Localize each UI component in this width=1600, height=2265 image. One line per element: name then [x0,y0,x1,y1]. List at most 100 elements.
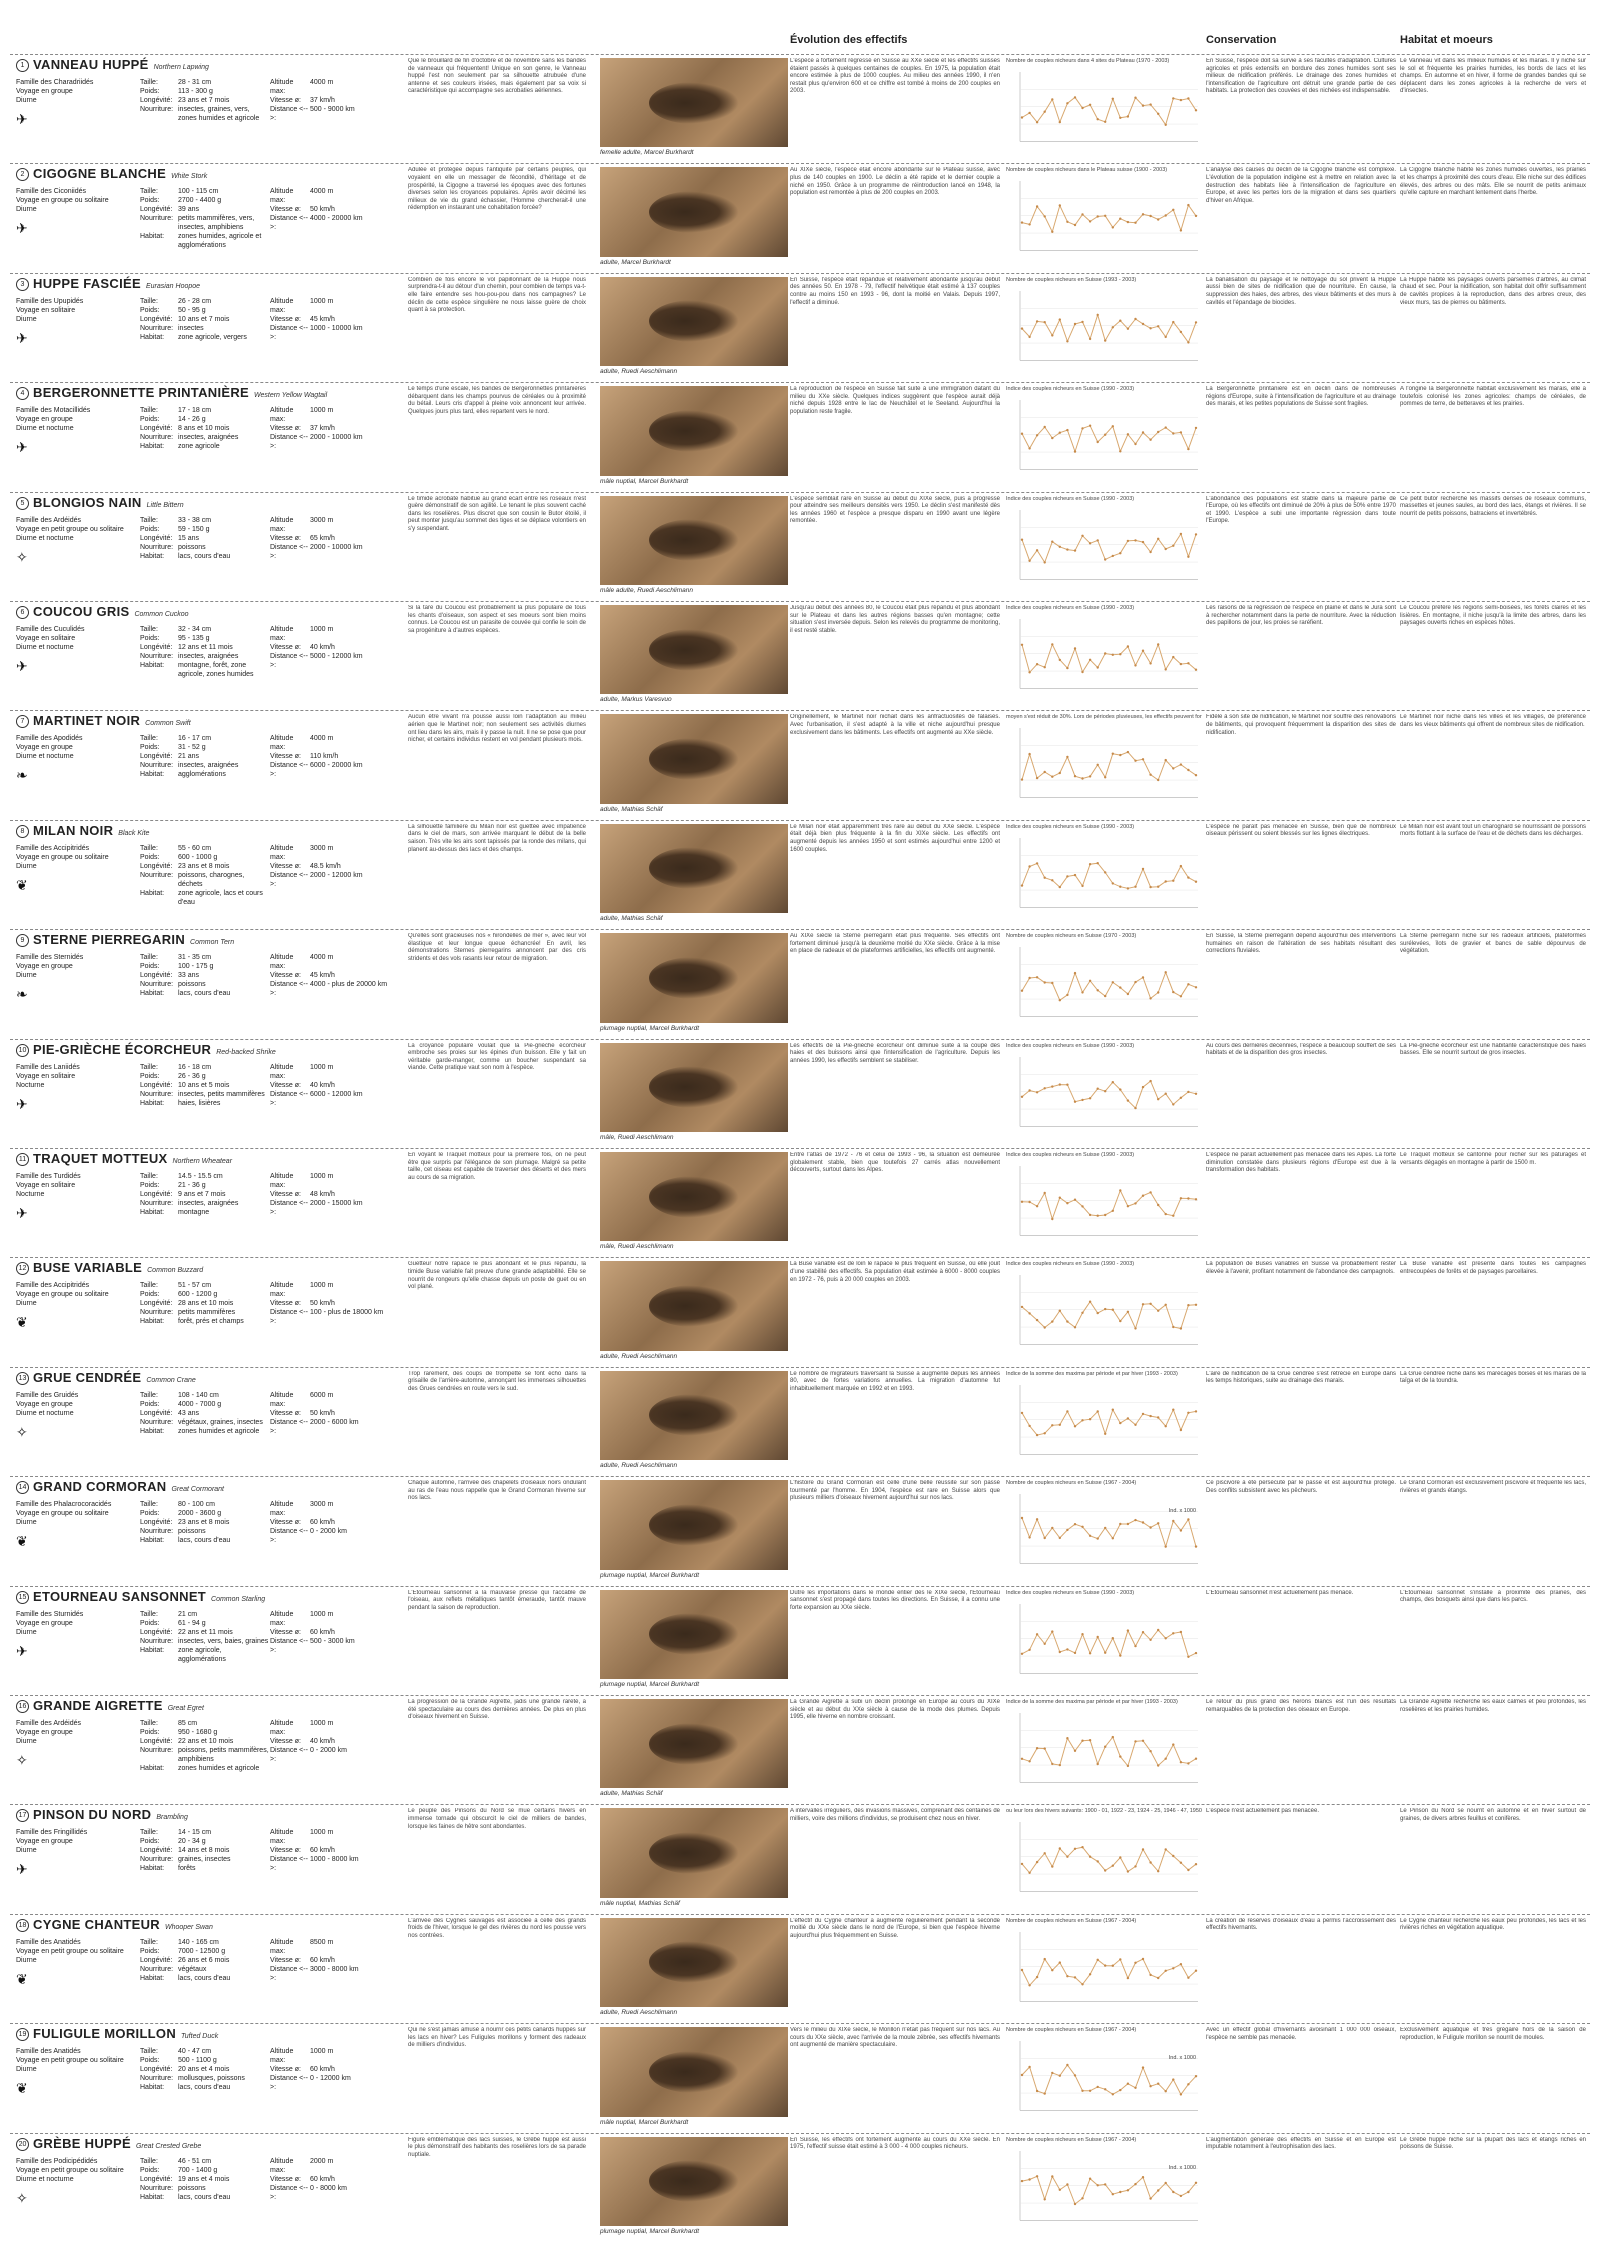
fact-value: 14 - 15 cm [178,1829,212,1837]
fact-value: 26 - 28 cm [178,297,212,305]
fact-value: 80 - 100 cm [178,1501,215,1509]
fact-label: Habitat: [140,1537,165,1545]
fact-taille: Taille: 85 cm [140,1719,270,1728]
species-title: 7 MARTINET NOIR Common Swift [16,712,191,730]
photo-caption: adulte, Mathias Schäf [600,915,663,923]
species-facts: Taille: 32 - 34 cm Poids: 95 - 135 g Longévi… [140,625,270,679]
bird-photo [600,1261,788,1351]
evolution-text: L'espèce semblait rare en Suisse au débu… [790,495,1000,525]
species-number: 7 [16,715,29,729]
evolution-text: Entre l'atlas de 1972 - 76 et celui de 1… [790,1152,1000,1174]
fact-nourriture: Nourriture: insectes, petits mammifères [140,1090,270,1099]
chart-title: Indice des couples nicheurs en Suisse (1… [1006,386,1135,393]
chart-title: Indice des couples nicheurs en Suisse (1… [1006,1589,1135,1596]
species-name: PINSON DU NORD [33,1807,152,1823]
population-chart: Indice des couples nicheurs en Suisse (1… [1006,1043,1202,1136]
habitat-text: La Sterne pierregarin niche sur les rade… [1400,933,1586,955]
fact-taille: Taille: 16 - 17 cm [140,734,270,743]
fact-taille: Taille: 100 - 115 cm [140,187,270,196]
fact-value: 14 - 26 g [178,416,206,424]
fact-value: 23 ans et 7 mois [178,97,230,104]
fact-label: Taille: [140,1282,158,1290]
species-title: 10 PIE-GRIÈCHE ÉCORCHEUR Red-backed Shrike [16,1041,276,1059]
flight-facts: Altitude max: 4000 m Vitesse ø: 37 km/h Dist… [270,78,400,123]
family-line: Voyage en groupe [16,88,73,95]
fact-poids: Poids: 50 - 95 g [140,306,270,315]
fact-label: Longévité: [140,1519,173,1527]
fact-value: 55 - 60 cm [178,844,212,852]
population-chart: Nombre de couples nicheurs dans le Plate… [1006,167,1202,260]
fact-label: Longévité: [140,1628,173,1636]
family-info: Famille des Anatidés Voyage en petit grou… [16,2047,136,2074]
species-title: 12 BUSE VARIABLE Common Buzzard [16,1259,203,1277]
species-title: 9 STERNE PIERREGARIN Common Tern [16,931,234,949]
fact-label: Distance <-->: [270,1309,308,1326]
fact-value: lacs, cours d'eau [178,1537,231,1545]
species-latin: Common Tern [190,939,235,947]
species-description: Guetteur notre rapace le plus abondant e… [408,1261,586,1291]
fact-value: 26 ans et 6 mois [178,1956,230,1964]
bird-photo [600,276,788,367]
species-name: GRÈBE HUPPÉ [33,2135,131,2151]
fact-value: 2700 - 4400 g [178,197,222,205]
fact-poids: Poids: 600 - 1000 g [140,853,270,862]
fact-label: Distance <-->: [270,2075,308,2092]
fact-label: Vitesse ø: [270,1519,301,1527]
fact-label: Habitat: [140,1427,165,1435]
fact-label: Habitat: [140,552,165,560]
fact-poids: Poids: 2700 - 4400 g [140,196,270,205]
fact-value: 3000 m [310,844,334,852]
fact-label: Nourriture: [140,1528,174,1536]
conservation-text: Ce piscivore a été persécuté par le pass… [1206,1480,1396,1494]
fact-altitude: Altitude max: 4000 m [270,78,400,96]
fact-value: poissons [178,1528,206,1536]
header-habitat: Habitat et moeurs [1400,34,1493,46]
fact-label: Distance <-->: [270,653,308,669]
family-line: Diurne et nocturne [16,2175,74,2183]
fact-value: poissons [178,981,206,989]
population-chart: Nombre de couples nicheurs en Suisse (19… [1006,1480,1202,1573]
fact-vitesse: Vitesse ø: 48 km/h [270,1190,400,1199]
photo-caption: adulte, Ruedi Aeschlimann [600,2009,678,2017]
fact-label: Poids: [140,744,160,752]
species-description: La croyance populaire voulait que la Pie… [408,1042,586,1072]
fact-altitude: Altitude max: 3000 m [270,1500,400,1518]
family-line: Diurne [16,97,37,104]
column-headers: Évolution des effectifs Conservation Hab… [0,34,1600,54]
bird-flying-icon: ✈ [16,1205,28,1221]
fact-value: 10 ans et 5 mois [178,1081,230,1089]
fact-poids: Poids: 700 - 1400 g [140,2166,270,2175]
fact-value: poissons, petits mammifères, amphibiens [178,1747,269,1763]
fact-label: Longévité: [140,206,173,214]
fact-value: 1000 m [310,1720,334,1727]
fact-value: 50 km/h [310,1300,335,1308]
fact-label: Poids: [140,1619,160,1627]
bird-photo [600,1370,788,1461]
fact-label: Poids: [140,197,160,205]
row-divider [10,163,1590,165]
fact-distance: Distance <-->: 5000 - 12000 km [270,652,400,670]
crane-icon: ✧ [16,1423,28,1440]
chart-plot [1019,1166,1198,1236]
fact-value: montagne, forêt, zone agricole, zones hu… [178,662,254,678]
photo-caption: plumage nuptial, Marcel Burkhardt [600,1571,699,1579]
species-facts: Taille: 16 - 18 cm Poids: 26 - 36 g Longévit… [140,1063,270,1108]
conservation-text: La création de réserves d'oiseaux d'eau … [1206,1917,1396,1932]
conservation-text: En Suisse, l'espèce doit sa survie à ses… [1206,58,1396,95]
fact-value: insectes, araignées [178,434,239,442]
evolution-text: La Grande Aigrette a subi un déclin prol… [790,1699,1000,1721]
family-line: Voyage en petit groupe ou solitaire [16,2057,124,2065]
fact-value: 500 - 3000 km [310,1637,355,1645]
fact-value: 140 - 165 cm [178,1938,219,1946]
fact-value: zone agricole, vergers [178,333,247,341]
fact-habitat: Habitat: zones humides et agricole [140,1427,270,1436]
population-chart: Nombre de couples nicheurs en Suisse (19… [1006,933,1202,1026]
fact-label: Altitude max: [270,2157,294,2174]
fact-value: 110 km/h [310,753,339,761]
fact-label: Taille: [140,1173,158,1180]
fact-value: 950 - 1680 g [178,1729,218,1736]
fact-value: 6000 - 12000 km [310,1090,363,1098]
fact-label: Longévité: [140,1191,173,1198]
fact-label: Habitat: [140,233,165,241]
fact-label: Distance <-->: [270,543,308,560]
